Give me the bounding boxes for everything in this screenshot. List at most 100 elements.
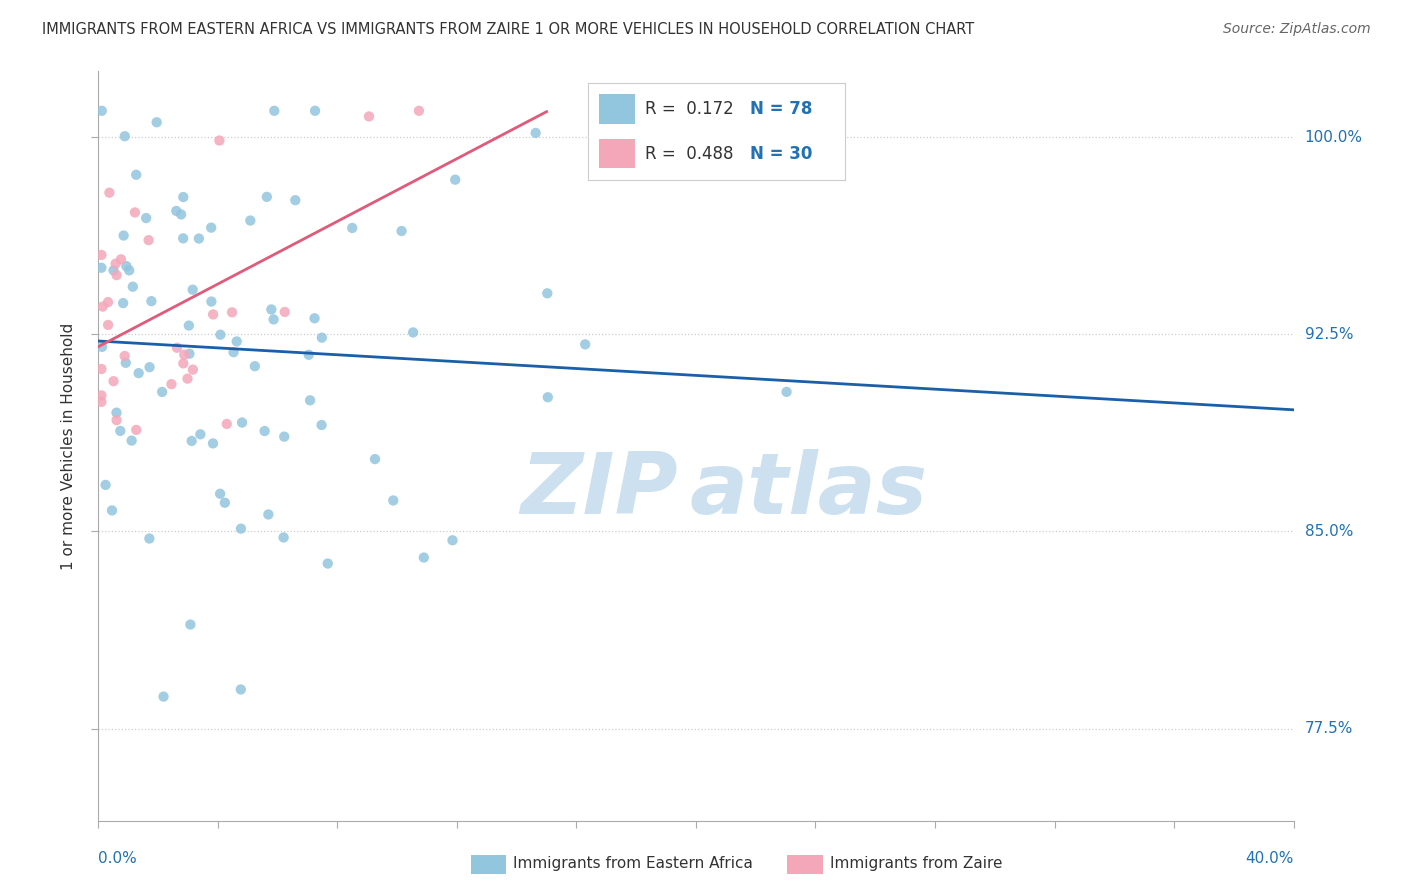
Point <box>311 331 333 345</box>
Point <box>173 348 195 362</box>
Point <box>221 305 243 319</box>
Point <box>141 294 163 309</box>
Point <box>170 207 193 221</box>
Point <box>775 384 797 399</box>
Point <box>145 115 167 129</box>
Point <box>176 371 198 385</box>
Y-axis label: 1 or more Vehicles in Household: 1 or more Vehicles in Household <box>60 322 76 570</box>
Point <box>98 186 121 200</box>
Point <box>391 224 413 238</box>
Point <box>263 103 285 118</box>
Point <box>105 413 128 427</box>
Point <box>256 190 278 204</box>
Point <box>524 126 547 140</box>
Text: 40.0%: 40.0% <box>1246 851 1294 866</box>
Point <box>537 390 560 404</box>
Point <box>200 294 222 309</box>
Point <box>160 377 183 392</box>
Point <box>180 434 202 448</box>
Point <box>90 248 112 262</box>
Point <box>209 487 232 501</box>
Point <box>536 286 558 301</box>
Text: Immigrants from Eastern Africa: Immigrants from Eastern Africa <box>513 856 754 871</box>
Point <box>166 341 188 355</box>
Point <box>112 228 135 243</box>
Text: ZIP: ZIP <box>520 450 678 533</box>
Point <box>172 356 194 370</box>
Point <box>165 203 187 218</box>
Point <box>105 268 128 282</box>
Point <box>179 347 201 361</box>
Point <box>215 417 238 431</box>
Point <box>138 532 160 546</box>
Text: 85.0%: 85.0% <box>1305 524 1353 539</box>
Point <box>209 327 232 342</box>
Point <box>121 279 143 293</box>
Point <box>138 233 160 247</box>
Text: Immigrants from Zaire: Immigrants from Zaire <box>830 856 1002 871</box>
Point <box>408 103 430 118</box>
Point <box>273 531 295 545</box>
Point <box>444 172 467 186</box>
Point <box>135 211 157 225</box>
Point <box>179 617 201 632</box>
Point <box>231 416 253 430</box>
Point <box>304 103 326 118</box>
Point <box>342 221 364 235</box>
Point <box>222 345 245 359</box>
Point <box>298 348 321 362</box>
Point <box>257 508 280 522</box>
Point <box>128 366 150 380</box>
Point <box>441 533 464 548</box>
Point <box>94 478 117 492</box>
Point <box>229 682 252 697</box>
Point <box>103 263 125 277</box>
Point <box>90 260 112 275</box>
Point <box>90 388 112 402</box>
Point <box>114 356 136 370</box>
Point <box>150 384 173 399</box>
Point <box>97 318 120 332</box>
Point <box>121 434 143 448</box>
Text: 92.5%: 92.5% <box>1305 326 1353 342</box>
Text: 100.0%: 100.0% <box>1305 129 1362 145</box>
Point <box>103 374 125 388</box>
Point <box>311 417 333 432</box>
Point <box>200 220 222 235</box>
Point <box>208 134 231 148</box>
Point <box>201 436 224 450</box>
Point <box>91 300 114 314</box>
Point <box>357 110 380 124</box>
Point <box>574 337 596 351</box>
Point <box>91 340 114 354</box>
Point <box>181 362 204 376</box>
Point <box>118 263 141 277</box>
Point <box>187 231 209 245</box>
Point <box>202 308 225 322</box>
Point <box>364 452 387 467</box>
Point <box>239 213 262 227</box>
Point <box>214 496 236 510</box>
Point <box>110 252 132 267</box>
Point <box>172 190 194 204</box>
Point <box>382 493 405 508</box>
Point <box>114 349 136 363</box>
Point <box>274 305 297 319</box>
Text: 77.5%: 77.5% <box>1305 721 1353 736</box>
Point <box>188 427 211 442</box>
Point <box>177 318 200 333</box>
Point <box>125 168 148 182</box>
Point <box>152 690 174 704</box>
Point <box>90 362 112 376</box>
Point <box>112 296 135 310</box>
Point <box>124 205 146 219</box>
Point <box>402 326 425 340</box>
Point <box>253 424 276 438</box>
Point <box>115 259 138 273</box>
Text: Source: ZipAtlas.com: Source: ZipAtlas.com <box>1223 22 1371 37</box>
Text: IMMIGRANTS FROM EASTERN AFRICA VS IMMIGRANTS FROM ZAIRE 1 OR MORE VEHICLES IN HO: IMMIGRANTS FROM EASTERN AFRICA VS IMMIGR… <box>42 22 974 37</box>
Point <box>412 550 434 565</box>
Point <box>304 311 326 326</box>
Point <box>299 393 322 408</box>
Point <box>97 295 120 310</box>
